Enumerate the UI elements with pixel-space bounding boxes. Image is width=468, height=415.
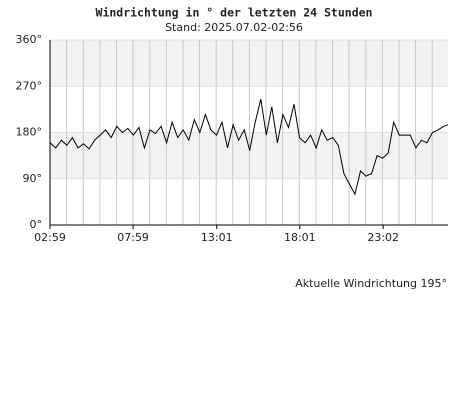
y-tick-label: 0° (30, 218, 43, 231)
x-tick-label: 07:59 (117, 231, 149, 244)
x-tick-label: 23:02 (367, 231, 399, 244)
line (49, 98, 449, 196)
y-tick-label: 360° (16, 33, 43, 46)
annotation: Aktuelle Windrichtung 195° (295, 277, 447, 290)
x-tick-label: 13:01 (201, 231, 233, 244)
x-tick-label: 02:59 (34, 231, 66, 244)
x-tick-label: 18:01 (284, 231, 316, 244)
y-tick-label: 270° (16, 79, 43, 92)
chart-title: Windrichtung in ° der letzten 24 Stunden (96, 6, 373, 20)
y-tick-label: 180° (16, 126, 43, 139)
chart-subtitle: Stand: 2025.07.02-02:56 (165, 21, 303, 34)
y-tick-label: 90° (23, 172, 43, 185)
